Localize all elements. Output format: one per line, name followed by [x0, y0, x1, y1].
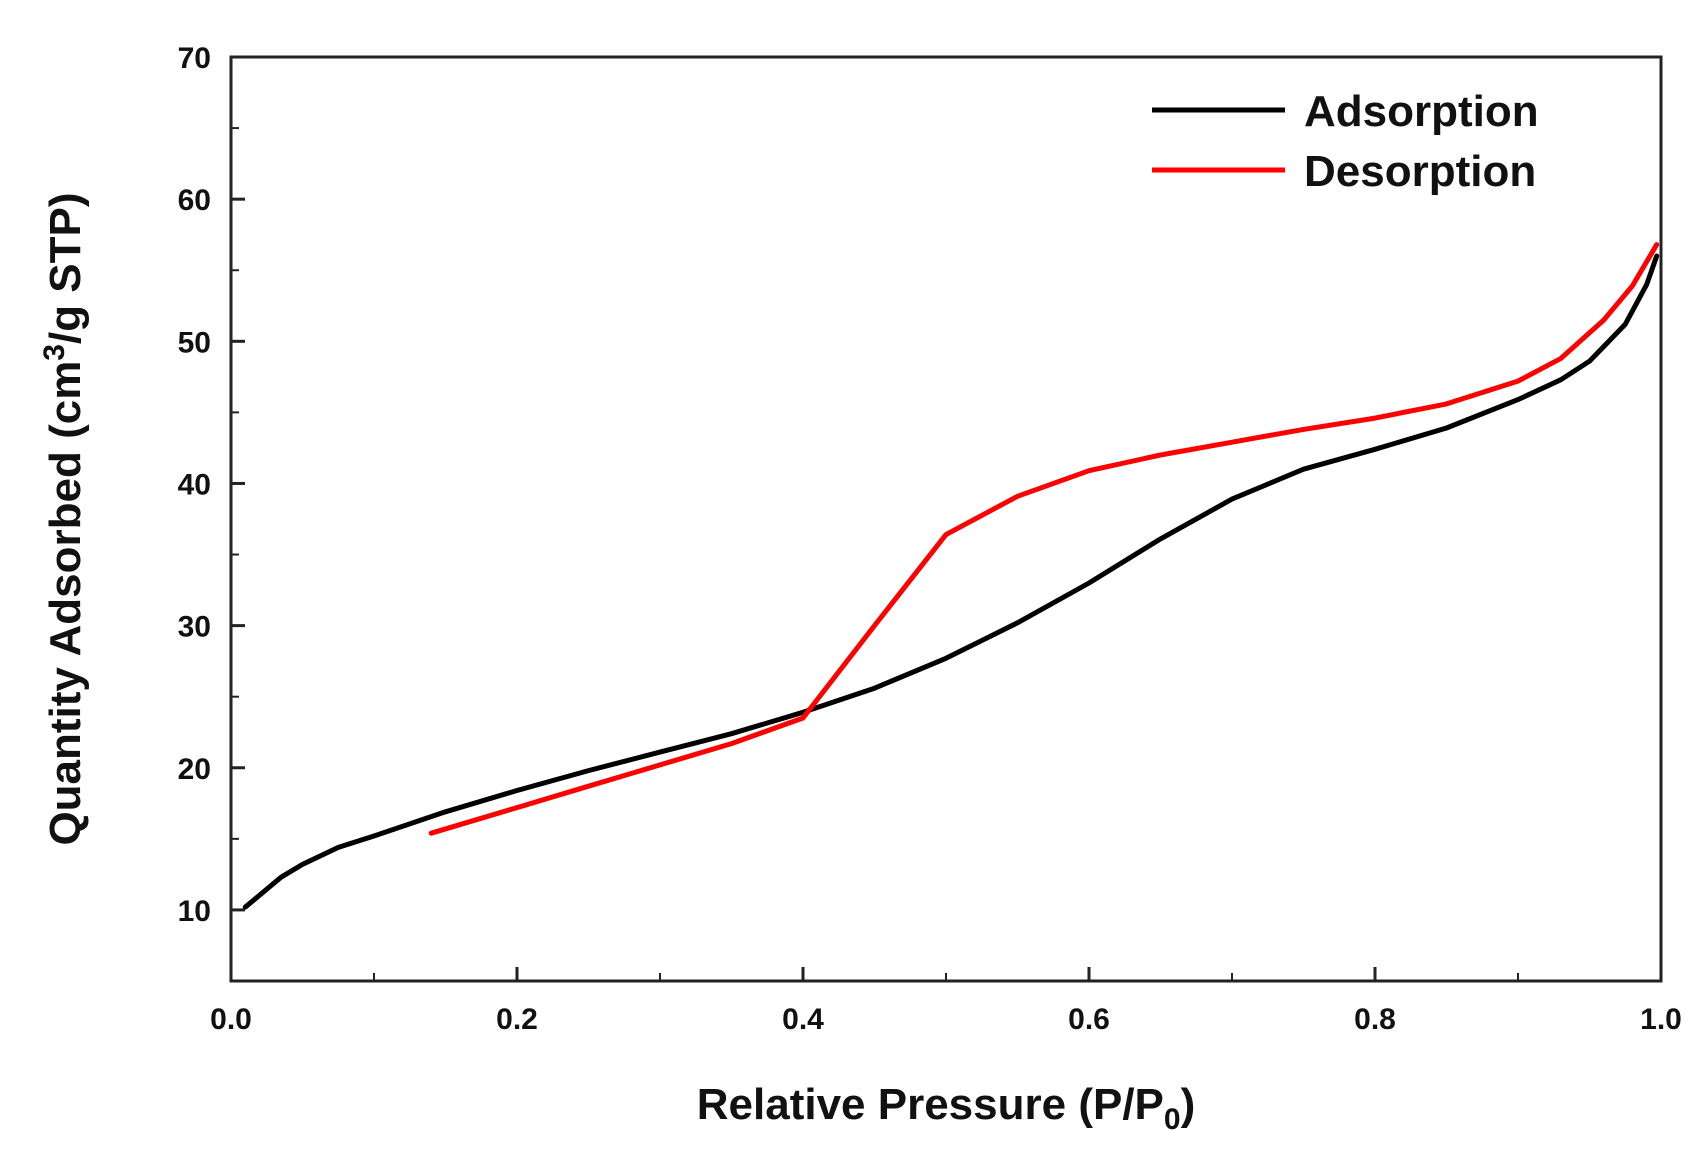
x-axis-title: Relative Pressure (P/P0)	[697, 1080, 1195, 1136]
y-tick-label: 50	[178, 326, 211, 359]
legend-label-desorption: Desorption	[1304, 147, 1536, 196]
series-line-desorption	[428, 242, 1660, 836]
legend: Adsorption Desorption	[1152, 87, 1539, 196]
legend-label-adsorption: Adsorption	[1304, 87, 1539, 136]
y-tick-label: 60	[178, 184, 211, 217]
series-lines	[242, 242, 1660, 910]
axis-ticks	[229, 55, 1663, 982]
x-tick-label: 1.0	[1640, 1003, 1682, 1036]
axis-tick-labels: 0.0 0.2 0.4 0.6 0.8 1.0 10 20 30 40 50 60 70	[178, 42, 1682, 1036]
x-tick-label: 0.8	[1354, 1003, 1396, 1036]
y-axis-title: Quantity Adsorbed (cm3/g STP)	[38, 192, 90, 845]
y-tick-label: 20	[178, 753, 211, 786]
x-tick-label: 0.6	[1068, 1003, 1110, 1036]
y-tick-label: 30	[178, 611, 211, 644]
x-tick-label: 0.2	[496, 1003, 538, 1036]
y-tick-label: 70	[178, 42, 211, 75]
x-tick-label: 0.4	[782, 1003, 824, 1036]
y-tick-label: 40	[178, 468, 211, 501]
x-tick-label: 0.0	[210, 1003, 252, 1036]
y-tick-label: 10	[178, 895, 211, 928]
series-line-adsorption	[242, 253, 1660, 910]
